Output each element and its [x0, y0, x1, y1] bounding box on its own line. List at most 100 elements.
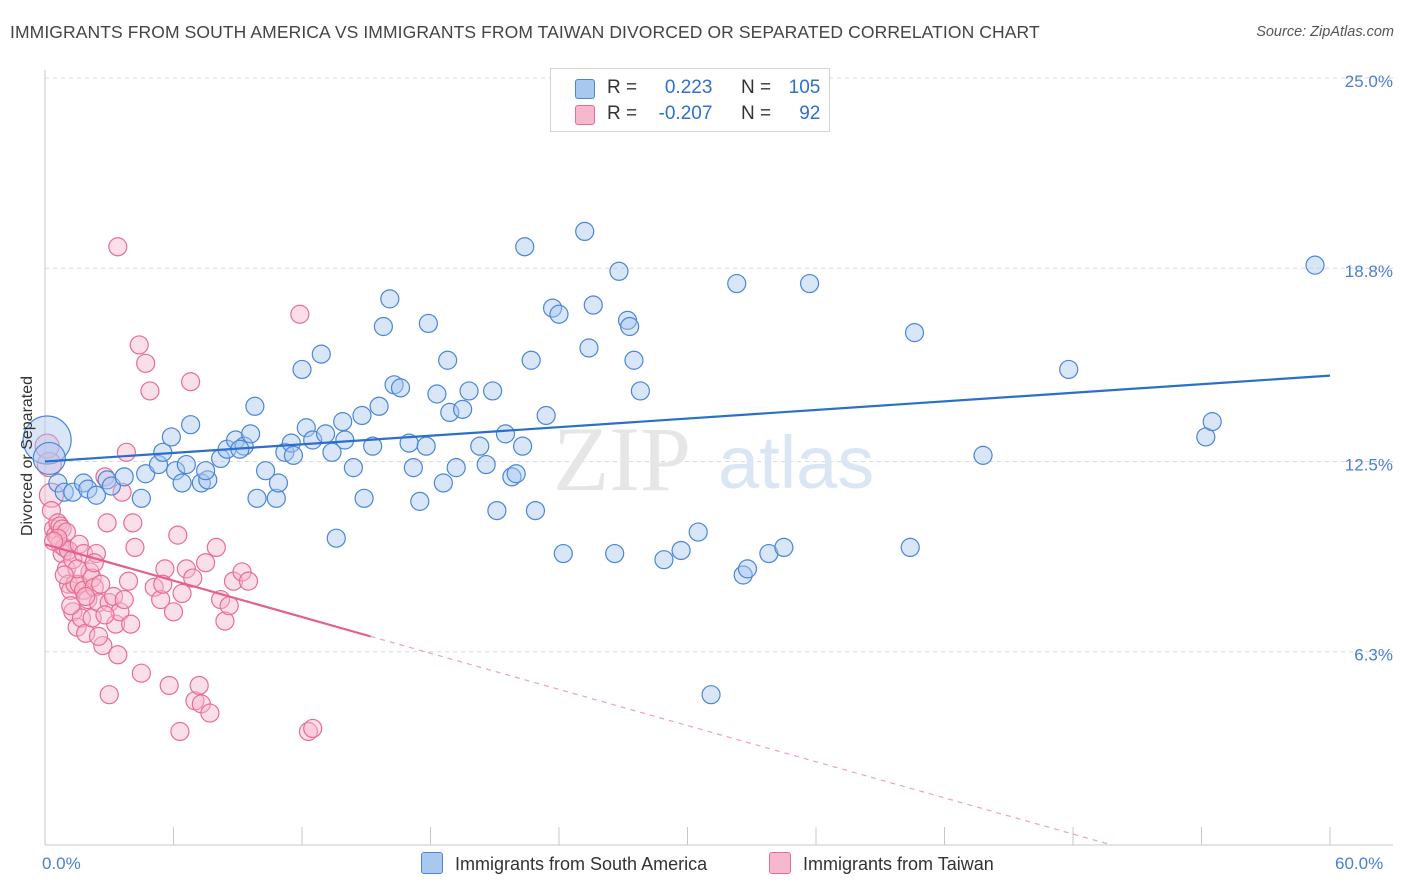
chart-source: Source: ZipAtlas.com: [1256, 24, 1394, 40]
south-america-point: [315, 424, 336, 444]
south-america-point: [609, 261, 629, 281]
bottom-legend-south-america: Immigrants from South America: [421, 852, 707, 875]
south-america-point: [620, 316, 640, 337]
taiwan-point: [61, 596, 81, 616]
south-america-point: [525, 500, 546, 521]
legend-r-value-south-america: 0.223: [664, 77, 713, 98]
taiwan-point: [172, 583, 192, 604]
south-america-point: [131, 488, 151, 508]
bottom-legend-swatch-pink: [769, 852, 791, 874]
south-america-point: [727, 273, 747, 294]
taiwan-point: [170, 721, 190, 742]
y-tick-label: 6.3%: [1354, 646, 1393, 665]
south-america-point: [326, 528, 346, 548]
south-america-point: [515, 237, 535, 257]
south-america-point: [579, 338, 599, 358]
taiwan-point: [108, 645, 128, 665]
taiwan-point: [151, 589, 171, 610]
south-america-point: [483, 381, 503, 401]
south-america-point: [433, 473, 453, 493]
south-america-point: [354, 488, 374, 508]
south-america-point: [255, 461, 276, 481]
south-america-point: [583, 295, 603, 315]
south-america-point: [671, 540, 691, 561]
taiwan-point: [121, 614, 141, 634]
south-america-point: [176, 454, 196, 475]
taiwan-point: [114, 589, 134, 610]
south-america-point: [553, 543, 573, 564]
taiwan-point: [215, 611, 235, 631]
y-tick-label: 25.0%: [1345, 72, 1393, 91]
legend-r-label: R =: [607, 103, 638, 124]
south-america-point: [292, 359, 312, 380]
south-america-point: [148, 454, 169, 475]
south-america-point: [1202, 412, 1222, 432]
legend-n-label: N =: [740, 77, 772, 98]
south-america-point: [737, 559, 758, 579]
taiwan-point: [129, 335, 149, 355]
south-america-point: [427, 384, 447, 404]
south-america-point: [575, 221, 595, 241]
taiwan-point: [54, 565, 74, 585]
trend-line-taiwan: [44, 543, 371, 638]
south-america-point: [114, 467, 134, 487]
series-taiwan-points: [34, 237, 323, 742]
south-america-point: [410, 491, 430, 511]
legend-n-label: N =: [740, 103, 772, 124]
taiwan-point: [159, 675, 179, 696]
taiwan-point: [290, 304, 310, 324]
south-america-point: [701, 685, 721, 705]
legend-swatch-pink: [575, 105, 595, 125]
chart-title: IMMIGRANTS FROM SOUTH AMERICA VS IMMIGRA…: [10, 22, 1040, 42]
y-tick-labels: 25.0% 18.8% 12.5% 6.3%: [1345, 72, 1393, 665]
south-america-point: [390, 378, 411, 398]
south-america-point: [343, 458, 363, 478]
taiwan-point: [95, 605, 115, 625]
south-america-point: [904, 323, 925, 343]
south-america-point: [438, 350, 458, 370]
taiwan-point: [41, 500, 62, 521]
y-tick-label: 12.5%: [1345, 456, 1393, 475]
legend-n-value-taiwan: 92: [799, 103, 821, 124]
taiwan-point: [200, 703, 220, 723]
south-america-point: [247, 488, 267, 508]
south-america-point: [605, 543, 625, 564]
taiwan-point: [97, 513, 117, 533]
south-america-point: [268, 473, 289, 493]
south-america-point: [654, 550, 674, 570]
bottom-legend-label-taiwan: Immigrants from Taiwan: [803, 854, 994, 874]
south-america-point: [403, 458, 423, 478]
south-america-point: [296, 418, 316, 438]
taiwan-point: [206, 537, 226, 558]
taiwan-point: [93, 635, 113, 656]
taiwan-point: [71, 608, 92, 628]
south-america-point: [1305, 255, 1325, 275]
watermark-atlas: atlas: [718, 421, 874, 504]
south-america-point: [688, 522, 708, 542]
south-america-point: [416, 436, 436, 456]
south-america-point: [369, 396, 389, 416]
south-america-point: [196, 461, 216, 481]
taiwan-point: [91, 574, 111, 594]
south-america-point: [283, 445, 304, 465]
legend-r-value-taiwan: -0.207: [658, 103, 713, 124]
series-south-america-points: [22, 221, 1325, 705]
south-america-point: [624, 350, 644, 370]
south-america-point: [352, 405, 372, 426]
taiwan-point: [219, 596, 239, 616]
south-america-point: [495, 424, 516, 444]
legend-r-label: R =: [607, 77, 638, 98]
taiwan-point: [238, 571, 259, 591]
south-america-point: [418, 313, 438, 334]
bottom-legend-taiwan: Immigrants from Taiwan: [769, 852, 994, 875]
south-america-point: [245, 396, 265, 416]
x-tick-label-min: 0.0%: [42, 854, 81, 873]
trend-line-taiwan-extension: [370, 635, 1113, 846]
south-america-point: [363, 436, 383, 456]
taiwan-point: [123, 513, 143, 533]
south-america-point: [380, 289, 400, 309]
taiwan-point: [136, 353, 156, 373]
south-america-point: [311, 344, 331, 364]
taiwan-point: [140, 381, 160, 401]
